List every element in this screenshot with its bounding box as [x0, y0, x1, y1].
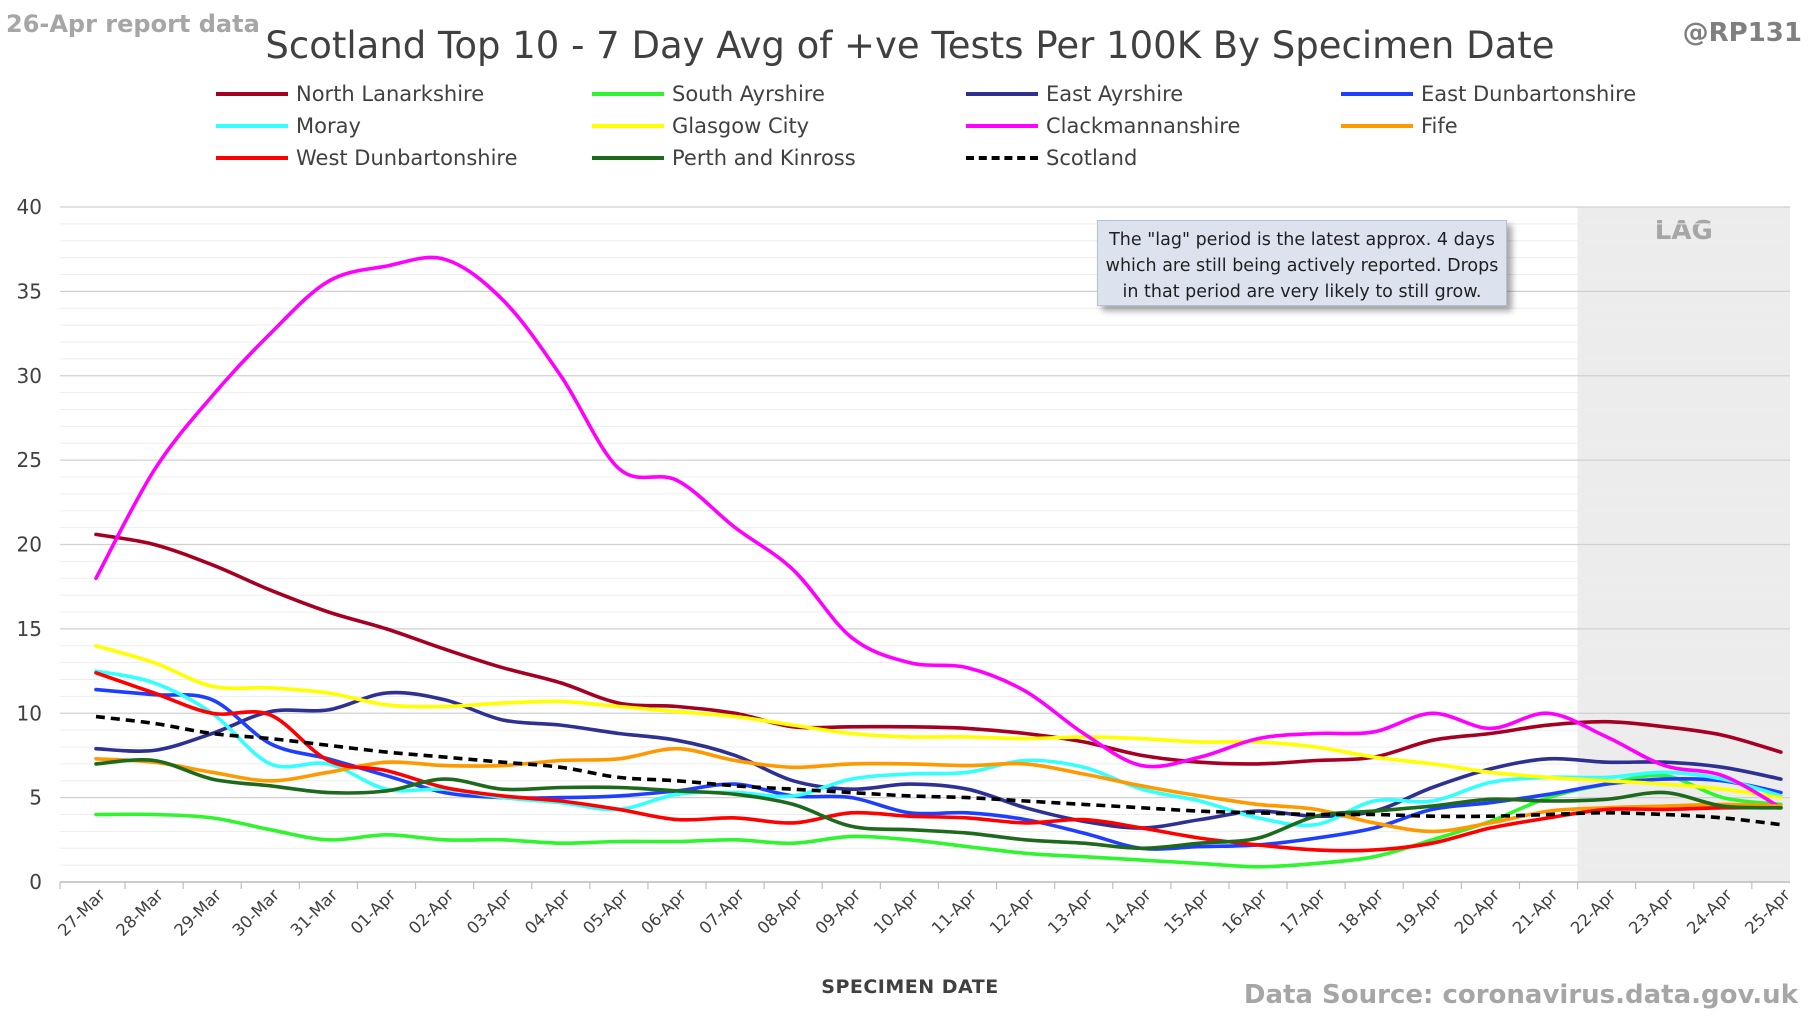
y-tick-label: 35 — [17, 279, 42, 303]
x-tick-label: 24-Apr — [1683, 885, 1736, 938]
x-tick-label: 16-Apr — [1218, 885, 1271, 938]
series-line-moray — [94, 669, 1783, 828]
x-tick-label: 13-Apr — [1044, 885, 1097, 938]
legend-swatch — [592, 156, 664, 160]
x-tick-label: 03-Apr — [463, 885, 516, 938]
chart-title: Scotland Top 10 - 7 Day Avg of +ve Tests… — [265, 24, 1555, 67]
x-tick-label: 21-Apr — [1509, 885, 1562, 938]
x-tick-label: 14-Apr — [1102, 885, 1155, 938]
x-axis-title: SPECIMEN DATE — [821, 976, 999, 998]
x-tick-label: 25-Apr — [1741, 885, 1794, 938]
legend-label: North Lanarkshire — [296, 82, 485, 106]
x-tick-label: 01-Apr — [347, 885, 400, 938]
x-tick-label: 29-Mar — [171, 885, 226, 940]
series-line-glasgow-city — [94, 644, 1783, 800]
legend-label: Scotland — [1046, 146, 1138, 170]
legend-item-fife: Fife — [1341, 111, 1458, 141]
legend-item-clackmannanshire: Clackmannanshire — [966, 111, 1240, 141]
x-tick-label: 04-Apr — [521, 885, 574, 938]
lag-label: LAG — [1655, 216, 1713, 246]
x-tick-label: 07-Apr — [696, 885, 749, 938]
series-line-south-ayrshire — [94, 773, 1783, 869]
x-tick-label: 02-Apr — [405, 885, 458, 938]
legend-label: East Ayrshire — [1046, 82, 1184, 106]
legend-label: Moray — [296, 114, 361, 138]
legend-swatch — [216, 124, 288, 128]
data-source-label: Data Source: coronavirus.data.gov.uk — [1243, 980, 1798, 1010]
series-line-clackmannanshire — [94, 255, 1783, 810]
y-tick-label: 40 — [17, 195, 42, 219]
legend-swatch — [592, 92, 664, 96]
legend-swatch — [966, 156, 1038, 160]
x-tick-label: 10-Apr — [870, 885, 923, 938]
legend-item-moray: Moray — [216, 111, 361, 141]
series-line-east-dunbartonshire — [94, 687, 1783, 851]
legend-swatch — [216, 156, 288, 160]
legend-swatch — [1341, 124, 1413, 128]
legend-swatch — [216, 92, 288, 96]
series-line-scotland — [95, 714, 1782, 827]
y-tick-label: 25 — [17, 448, 42, 472]
legend-label: Clackmannanshire — [1046, 114, 1241, 138]
series-line-fife — [94, 746, 1783, 834]
x-tick-label: 18-Apr — [1335, 885, 1388, 938]
x-tick-label: 09-Apr — [812, 885, 865, 938]
x-tick-label: 19-Apr — [1393, 885, 1446, 938]
y-tick-label: 5 — [29, 786, 42, 810]
legend-item-east-ayrshire: East Ayrshire — [966, 79, 1183, 109]
x-tick-label: 12-Apr — [986, 885, 1039, 938]
y-tick-label: 30 — [17, 364, 42, 388]
author-handle: @RP131 — [1682, 18, 1802, 48]
x-tick-label: 17-Apr — [1277, 885, 1330, 938]
x-tick-label: 08-Apr — [754, 885, 807, 938]
legend-item-north-lanarkshire: North Lanarkshire — [216, 79, 484, 109]
y-tick-label: 10 — [17, 701, 42, 725]
series-line-west-dunbartonshire — [94, 671, 1783, 853]
series-line-east-ayrshire — [94, 690, 1783, 830]
y-tick-label: 0 — [29, 870, 42, 894]
legend-item-south-ayrshire: South Ayrshire — [592, 79, 825, 109]
legend-label: East Dunbartonshire — [1421, 82, 1637, 106]
y-tick-label: 15 — [17, 617, 42, 641]
x-tick-label: 11-Apr — [928, 885, 981, 938]
x-tick-label: 06-Apr — [637, 885, 690, 938]
legend-item-glasgow-city: Glasgow City — [592, 111, 809, 141]
legend-item-west-dunbartonshire: West Dunbartonshire — [216, 143, 518, 173]
x-tick-label: 31-Mar — [287, 885, 342, 940]
legend-item-scotland: Scotland — [966, 143, 1137, 173]
legend-swatch — [592, 124, 664, 128]
legend-swatch — [966, 92, 1038, 96]
x-tick-label: 15-Apr — [1160, 885, 1213, 938]
legend-label: Glasgow City — [672, 114, 810, 138]
series-line-perth-and-kinross — [94, 758, 1783, 851]
series-line-north-lanarkshire — [94, 532, 1783, 766]
x-tick-label: 30-Mar — [229, 885, 284, 940]
x-tick-label: 23-Apr — [1625, 885, 1678, 938]
x-tick-label: 05-Apr — [579, 885, 632, 938]
y-tick-label: 20 — [17, 533, 42, 557]
legend-label: South Ayrshire — [672, 82, 825, 106]
legend-swatch — [1341, 92, 1413, 96]
legend-swatch — [966, 124, 1038, 128]
x-tick-label: 20-Apr — [1451, 885, 1504, 938]
report-date-label: 26-Apr report data — [6, 10, 260, 38]
x-tick-label: 22-Apr — [1567, 885, 1620, 938]
legend-label: Fife — [1421, 114, 1458, 138]
legend-item-perth-and-kinross: Perth and Kinross — [592, 143, 856, 173]
x-tick-label: 28-Mar — [112, 885, 167, 940]
legend-label: West Dunbartonshire — [296, 146, 518, 170]
x-tick-label: 27-Mar — [54, 885, 109, 940]
lag-note: The "lag" period is the latest approx. 4… — [1097, 220, 1507, 306]
legend-item-east-dunbartonshire: East Dunbartonshire — [1341, 79, 1636, 109]
legend-label: Perth and Kinross — [672, 146, 856, 170]
